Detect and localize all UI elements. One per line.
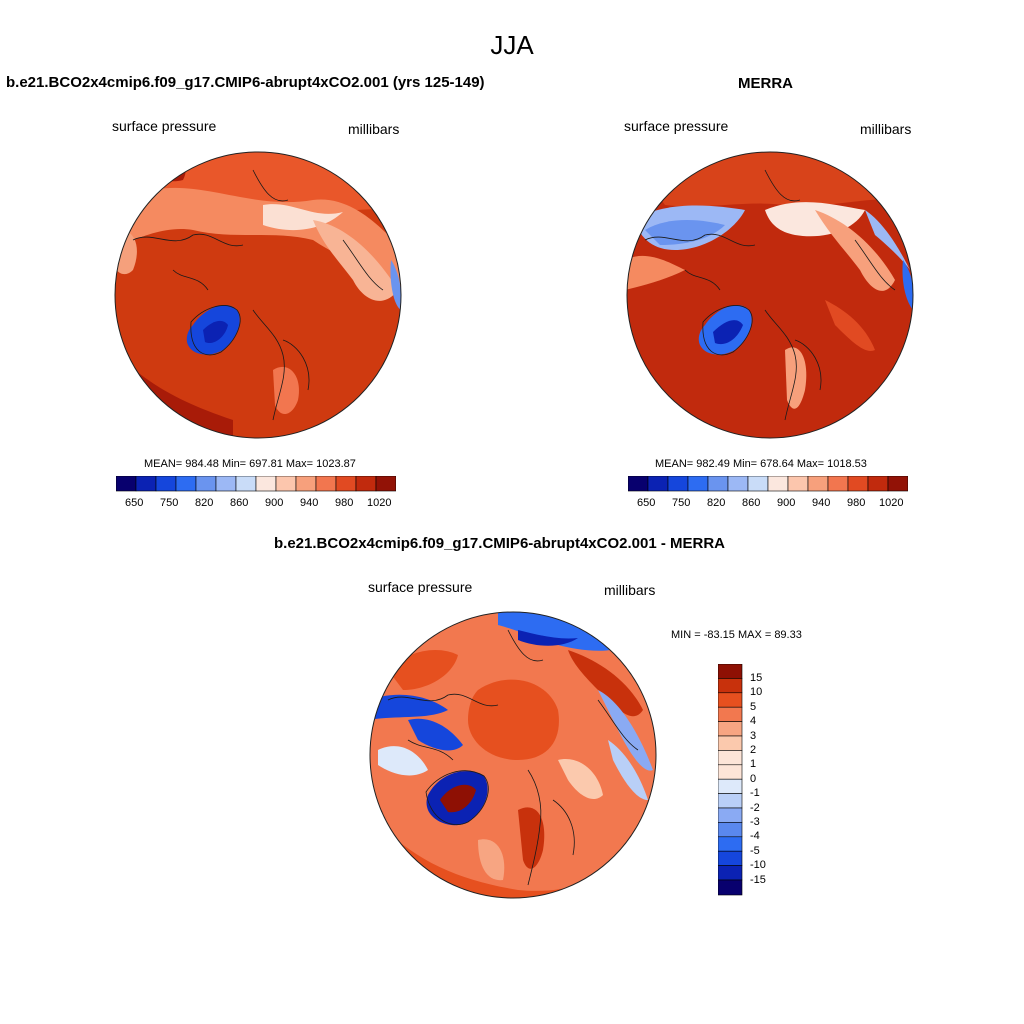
obs-tick-2: 820 bbox=[707, 497, 726, 509]
diff-tick-7: 0 bbox=[750, 773, 757, 785]
obs-tick-3: 860 bbox=[742, 497, 761, 509]
model-panel-title: b.e21.BCO2x4cmip6.f09_g17.CMIP6-abrupt4x… bbox=[6, 74, 485, 91]
diff-panel-title: b.e21.BCO2x4cmip6.f09_g17.CMIP6-abrupt4x… bbox=[274, 535, 725, 552]
model-tick-7: 1020 bbox=[367, 497, 392, 509]
model-stats: MEAN= 984.48 Min= 697.81 Max= 1023.87 bbox=[144, 458, 356, 470]
model-tick-1: 750 bbox=[160, 497, 179, 509]
diff-polar-map bbox=[369, 611, 657, 899]
obs-tick-6: 980 bbox=[847, 497, 866, 509]
obs-variable-label: surface pressure bbox=[624, 118, 729, 134]
diff-colorbar bbox=[718, 664, 743, 896]
obs-tick-5: 940 bbox=[812, 497, 831, 509]
diff-tick-10: -3 bbox=[750, 816, 760, 828]
diff-tick-12: -5 bbox=[750, 845, 760, 857]
diff-tick-2: 5 bbox=[750, 701, 757, 713]
diff-tick-0: 15 bbox=[750, 672, 763, 684]
obs-polar-map bbox=[626, 151, 914, 439]
obs-tick-0: 650 bbox=[637, 497, 656, 509]
model-polar-map bbox=[114, 151, 402, 439]
season-title: JJA bbox=[490, 30, 534, 60]
diff-tick-1: 10 bbox=[750, 686, 763, 698]
diff-stats: MIN = -83.15 MAX = 89.33 bbox=[671, 629, 802, 641]
diff-tick-5: 2 bbox=[750, 744, 757, 756]
model-tick-3: 860 bbox=[230, 497, 249, 509]
model-tick-4: 900 bbox=[265, 497, 284, 509]
diff-tick-8: -1 bbox=[750, 787, 760, 799]
obs-panel-title: MERRA bbox=[738, 75, 793, 92]
model-tick-0: 650 bbox=[125, 497, 144, 509]
diff-tick-6: 1 bbox=[750, 758, 757, 770]
diff-units-label: millibars bbox=[604, 582, 656, 598]
obs-tick-4: 900 bbox=[777, 497, 796, 509]
model-units-label: millibars bbox=[348, 121, 400, 137]
diff-variable-label: surface pressure bbox=[368, 579, 473, 595]
obs-units-label: millibars bbox=[860, 121, 912, 137]
obs-colorbar bbox=[628, 476, 908, 492]
model-tick-5: 940 bbox=[300, 497, 319, 509]
obs-tick-1: 750 bbox=[672, 497, 691, 509]
diff-tick-11: -4 bbox=[750, 830, 760, 842]
model-tick-6: 980 bbox=[335, 497, 354, 509]
diff-tick-9: -2 bbox=[750, 802, 760, 814]
diff-tick-13: -10 bbox=[750, 859, 766, 871]
model-colorbar bbox=[116, 476, 396, 492]
obs-stats: MEAN= 982.49 Min= 678.64 Max= 1018.53 bbox=[655, 458, 867, 470]
model-tick-2: 820 bbox=[195, 497, 214, 509]
diff-tick-3: 4 bbox=[750, 715, 757, 727]
model-variable-label: surface pressure bbox=[112, 118, 217, 134]
diff-tick-14: -15 bbox=[750, 874, 766, 886]
diff-tick-4: 3 bbox=[750, 730, 757, 742]
obs-tick-7: 1020 bbox=[879, 497, 904, 509]
